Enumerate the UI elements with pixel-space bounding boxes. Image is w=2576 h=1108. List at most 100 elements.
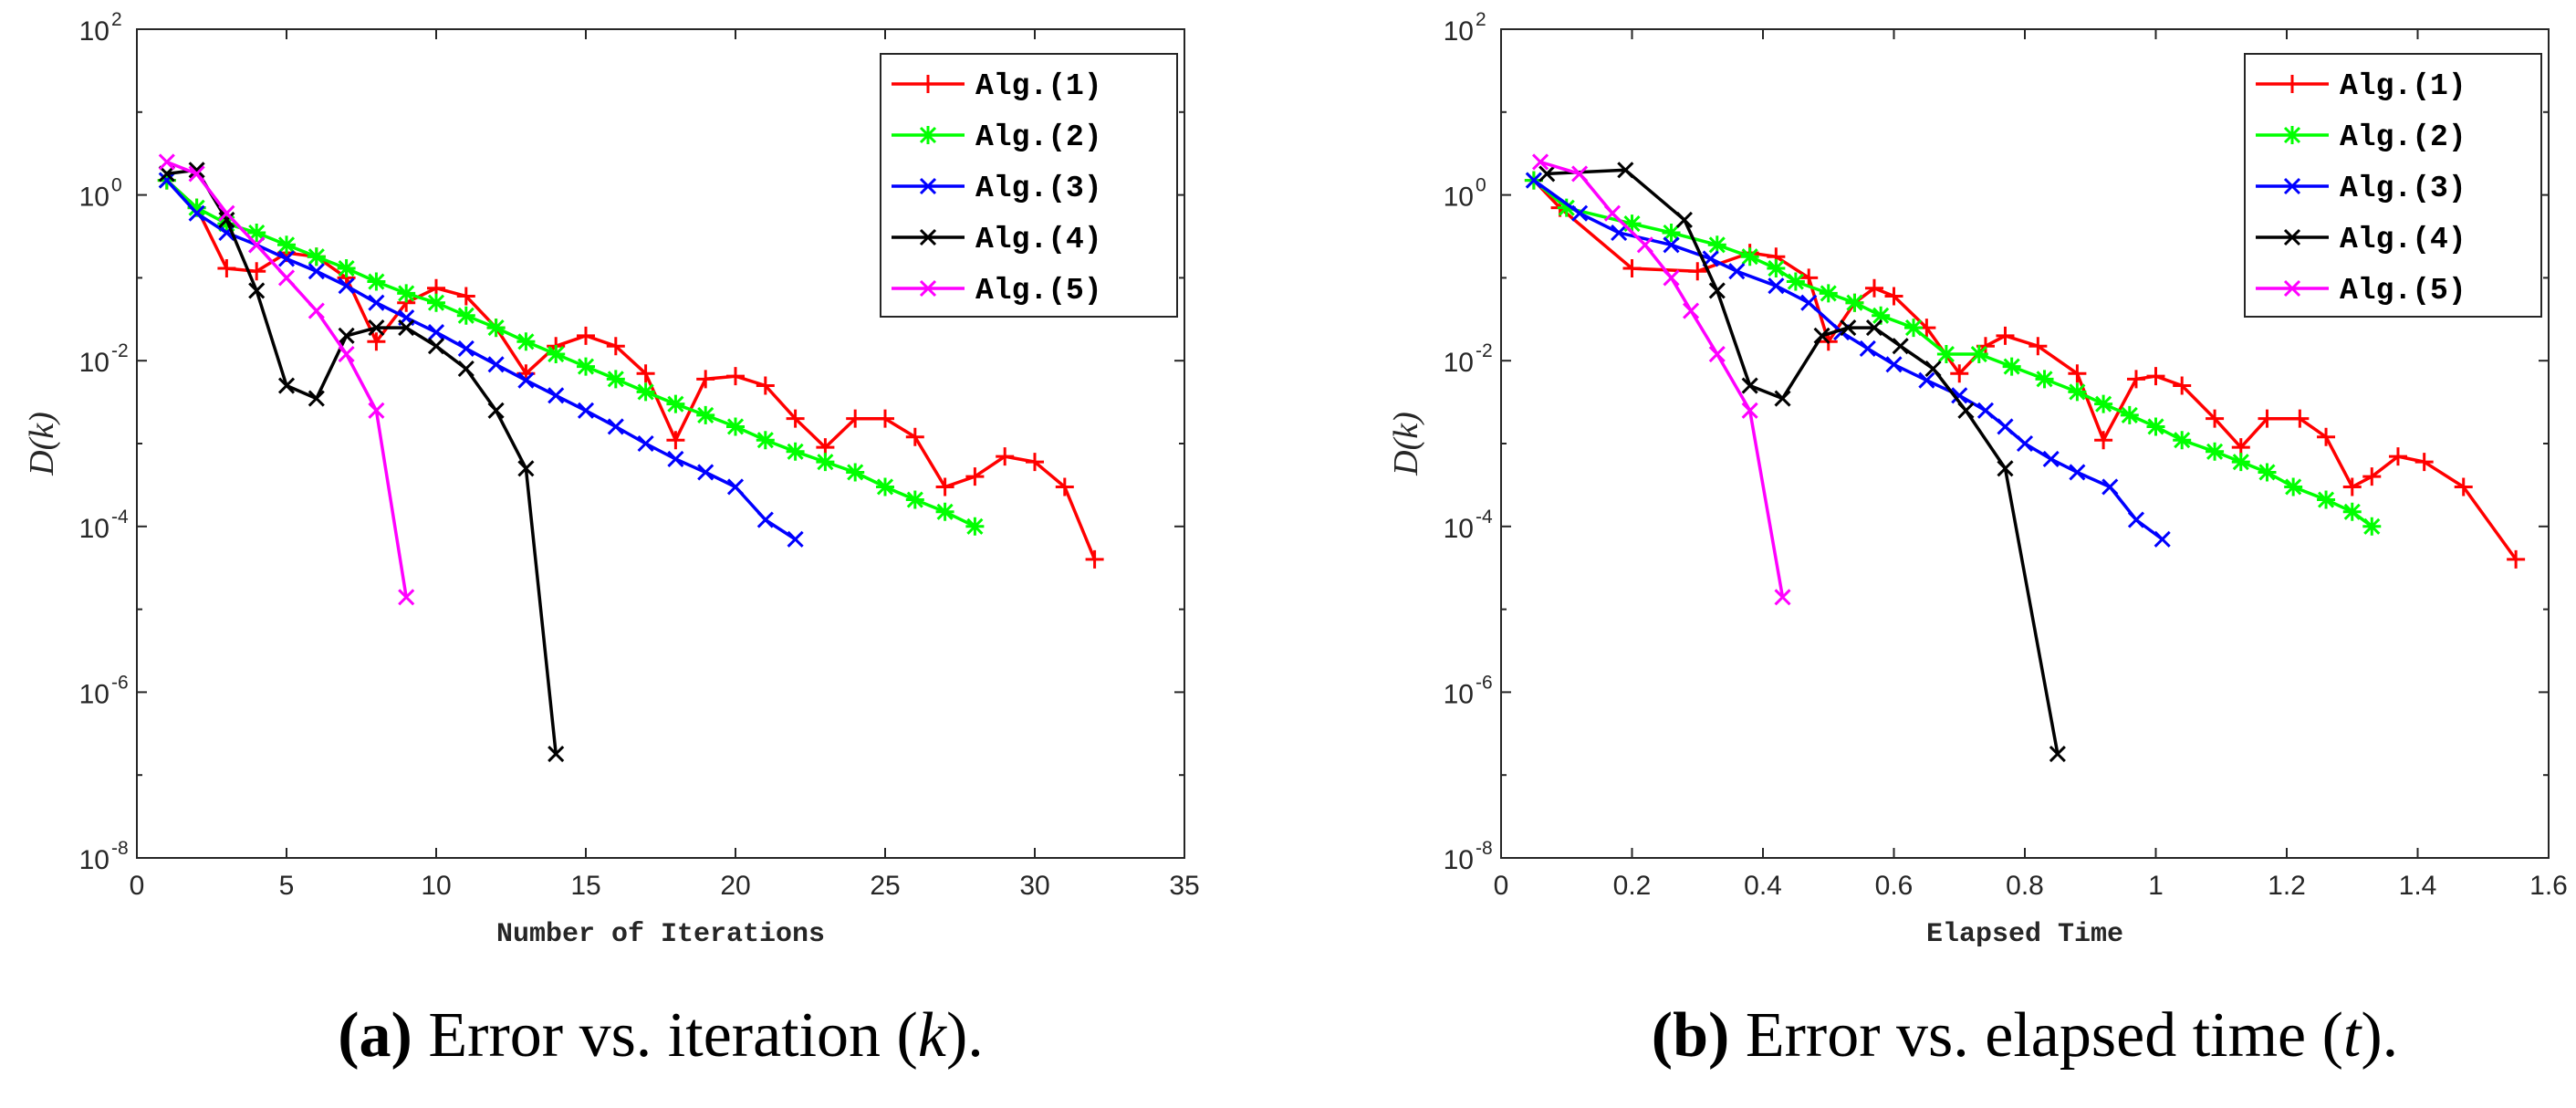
x-tick-label: 1.2 xyxy=(2268,871,2306,901)
data-point xyxy=(1872,306,1891,325)
y-tick-label: 10 xyxy=(79,183,110,213)
y-tick-exponent: -4 xyxy=(111,507,129,528)
y-tick-exponent: -2 xyxy=(111,340,129,361)
data-point xyxy=(2094,394,2113,413)
legend-item: Alg.(2) xyxy=(892,120,1102,154)
data-point xyxy=(517,371,535,389)
legend-marker xyxy=(2283,126,2301,144)
y-tick-label: 10 xyxy=(79,679,110,709)
data-point xyxy=(816,453,835,472)
data-point xyxy=(1026,453,1044,472)
data-point xyxy=(1571,204,1589,222)
series-5 xyxy=(1531,153,1791,606)
data-point xyxy=(1774,589,1791,606)
data-point xyxy=(696,405,715,424)
x-axis-label: Number of Iterations xyxy=(496,919,825,950)
data-point xyxy=(1950,364,1969,383)
series-line xyxy=(1532,179,2518,560)
data-point xyxy=(1525,172,1542,189)
data-point xyxy=(2173,376,2192,395)
caption-letter: (a) xyxy=(338,1000,412,1071)
data-point xyxy=(277,269,296,287)
caption-variable: k xyxy=(918,1000,948,1071)
data-point xyxy=(218,211,235,228)
data-point xyxy=(786,442,805,461)
data-point xyxy=(2206,442,2225,461)
data-point xyxy=(367,332,386,351)
data-point xyxy=(1768,277,1785,295)
series-4 xyxy=(1538,162,2066,763)
data-point xyxy=(1799,268,1819,287)
data-point xyxy=(158,165,175,183)
data-point xyxy=(2101,478,2119,496)
series-2 xyxy=(1524,171,2382,536)
x-tick-label: 0.6 xyxy=(1875,871,1914,901)
data-point xyxy=(1622,214,1642,234)
data-point xyxy=(308,263,325,280)
data-point xyxy=(2362,517,2382,536)
data-point xyxy=(1675,211,1693,228)
data-point xyxy=(248,282,266,299)
legend-marker xyxy=(919,126,937,144)
data-point xyxy=(188,165,205,183)
y-tick-label: 10 xyxy=(79,16,110,47)
data-point xyxy=(368,319,385,337)
y-tick-exponent: 0 xyxy=(111,175,122,196)
data-point xyxy=(726,367,745,386)
data-point xyxy=(666,394,685,413)
legend-marker xyxy=(919,177,937,195)
x-tick-label: 35 xyxy=(1169,871,1199,901)
data-point xyxy=(1531,153,1549,171)
data-point xyxy=(2317,427,2336,446)
y-tick-exponent: -8 xyxy=(1476,838,1493,859)
data-point xyxy=(1571,165,1589,183)
series-line xyxy=(165,179,797,541)
data-point xyxy=(547,345,566,364)
data-point xyxy=(1969,345,1988,364)
data-point xyxy=(1557,198,1576,217)
data-point xyxy=(2126,370,2145,389)
data-point xyxy=(427,338,445,355)
y-axis-label: D(k) xyxy=(23,412,61,476)
data-point xyxy=(517,460,535,477)
data-point xyxy=(248,236,266,254)
legend-item: Alg.(3) xyxy=(2256,172,2466,205)
data-point xyxy=(308,390,325,407)
caption-letter: (b) xyxy=(1652,1000,1730,1071)
data-point xyxy=(667,450,684,468)
x-tick-label: 1.4 xyxy=(2399,871,2437,901)
data-point xyxy=(905,427,924,446)
x-tick-label: 10 xyxy=(421,871,451,901)
data-point xyxy=(1996,326,2015,345)
caption-end: ). xyxy=(2361,1000,2398,1071)
data-point xyxy=(1957,402,1975,419)
data-point xyxy=(1662,223,1681,242)
data-point xyxy=(368,402,385,419)
data-point xyxy=(2454,477,2473,497)
data-point xyxy=(338,277,355,295)
data-point xyxy=(876,409,894,428)
data-point xyxy=(756,511,774,528)
data-point xyxy=(2002,357,2021,376)
data-point xyxy=(696,370,715,389)
legend-item: Alg.(3) xyxy=(892,172,1102,205)
data-point xyxy=(2094,431,2113,450)
data-point xyxy=(935,502,954,521)
series-line xyxy=(1532,179,2373,528)
caption-end: ). xyxy=(946,1000,984,1071)
data-point xyxy=(787,530,804,548)
data-point xyxy=(965,517,985,536)
data-point xyxy=(637,434,654,453)
x-tick-label: 1 xyxy=(2148,871,2164,901)
legend-label: Alg.(1) xyxy=(2340,69,2466,103)
y-tick-label: 10 xyxy=(79,514,110,544)
series-3 xyxy=(1525,172,2171,548)
legend-label: Alg.(4) xyxy=(2340,223,2466,256)
caption-text: Error vs. elapsed time ( xyxy=(1729,1000,2343,1071)
x-tick-label: 5 xyxy=(279,871,295,901)
data-point xyxy=(368,294,385,311)
data-point xyxy=(188,162,205,179)
legend-item: Alg.(1) xyxy=(892,69,1102,103)
data-point xyxy=(1885,356,1903,373)
